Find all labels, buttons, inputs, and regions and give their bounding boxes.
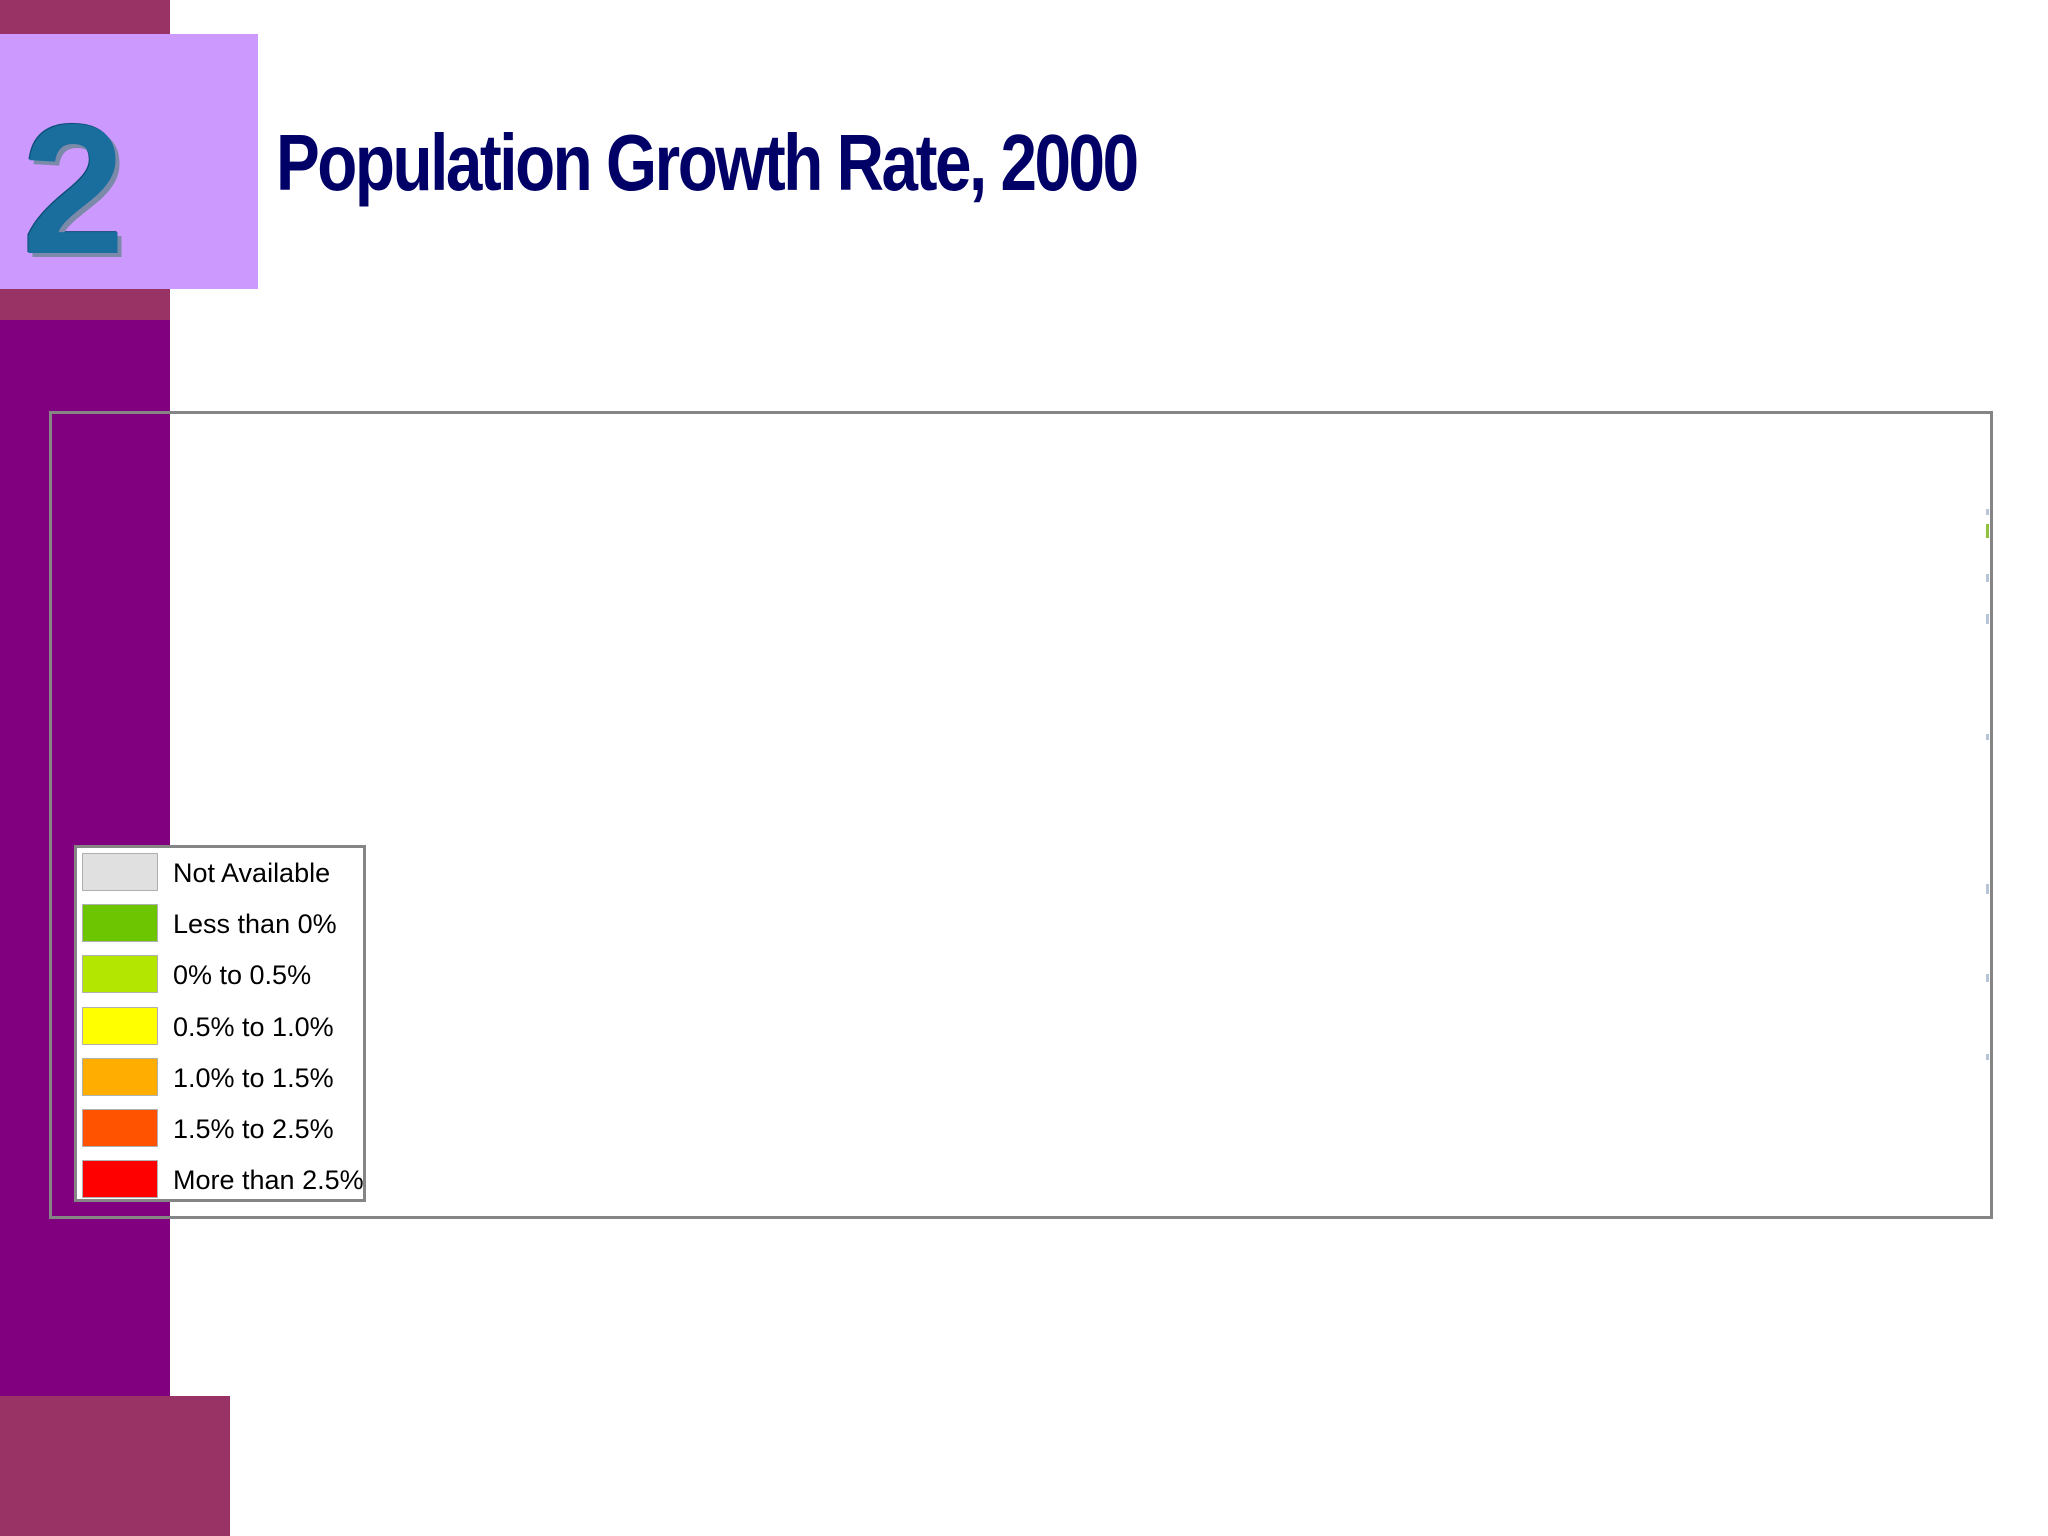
legend-label: 1.0% to 1.5% bbox=[173, 1062, 334, 1093]
legend-label: 1.5% to 2.5% bbox=[173, 1114, 334, 1144]
legend-swatch bbox=[82, 1109, 158, 1147]
map-legend: Not Available Less than 0% 0% to 0.5% 0.5% … bbox=[74, 845, 366, 1202]
legend-swatch bbox=[82, 853, 158, 891]
legend-swatch bbox=[82, 904, 158, 943]
slide-number-box: 2 bbox=[0, 34, 258, 289]
map-edge-mark bbox=[1986, 574, 1989, 582]
legend-item: 0% to 0.5% bbox=[82, 955, 362, 995]
map-edge-mark bbox=[1986, 509, 1989, 515]
legend-swatch bbox=[82, 1057, 158, 1096]
map-edge-mark bbox=[1986, 614, 1989, 624]
map-frame bbox=[49, 411, 1993, 1219]
map-edge-mark bbox=[1986, 524, 1989, 538]
legend-swatch bbox=[82, 955, 158, 994]
slide-title: Population Growth Rate, 2000 bbox=[276, 118, 1139, 207]
corner-accent-block bbox=[0, 1396, 230, 1536]
legend-item: Less than 0% bbox=[82, 904, 362, 944]
map-edge-mark bbox=[1986, 884, 1989, 894]
legend-item: 0.5% to 1.0% bbox=[82, 1006, 362, 1047]
map-edge-mark bbox=[1986, 1054, 1989, 1060]
legend-swatch bbox=[82, 1006, 158, 1045]
legend-swatch bbox=[82, 1160, 158, 1199]
map-edge-mark bbox=[1986, 734, 1989, 740]
legend-label: 0% to 0.5% bbox=[173, 960, 312, 991]
map-edge-mark bbox=[1986, 974, 1989, 982]
legend-item: 1.0% to 1.5% bbox=[82, 1057, 362, 1098]
legend-label: Not Available bbox=[173, 858, 331, 888]
map-area bbox=[170, 414, 1991, 1216]
legend-label: Less than 0% bbox=[173, 909, 337, 940]
legend-item: Not Available bbox=[82, 853, 362, 893]
legend-item: More than 2.5% bbox=[82, 1160, 364, 1200]
slide-number: 2 bbox=[22, 87, 125, 293]
legend-item: 1.5% to 2.5% bbox=[82, 1109, 362, 1149]
legend-label: 0.5% to 1.0% bbox=[173, 1011, 334, 1042]
legend-label: More than 2.5% bbox=[173, 1165, 364, 1196]
